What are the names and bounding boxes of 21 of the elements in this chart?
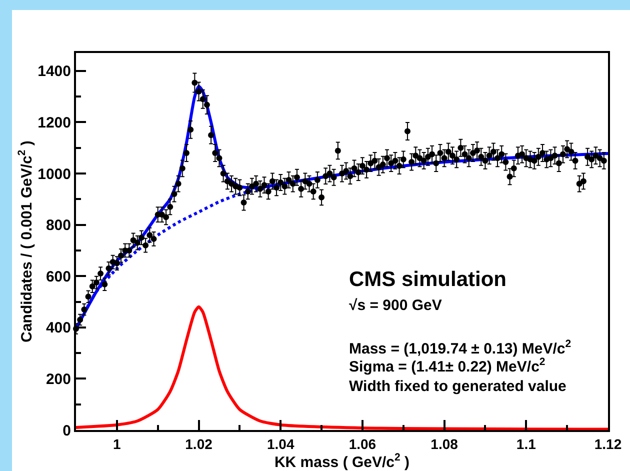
x-tick-label: 1.12	[594, 436, 622, 452]
x-tick-label: 1	[113, 436, 122, 452]
y-tick-label: 1000	[38, 166, 71, 183]
y-tick-label: 800	[46, 217, 71, 234]
x-tick-label: 1.04	[266, 436, 294, 452]
annotation: CMS simulation	[349, 268, 507, 291]
x-tick-label: 1.1	[516, 436, 536, 452]
y-tick-label: 600	[46, 268, 71, 286]
x-tick-label: 1.08	[430, 436, 458, 452]
x-tick-label: 1.06	[348, 436, 376, 452]
y-tick-label: 0	[62, 422, 71, 440]
annotation: Width fixed to generated value	[349, 378, 566, 395]
x-axis-title: KK mass ( GeV/c$^{2}$ )	[274, 452, 410, 471]
annotation: Sigma = (1.41± 0.22) MeV/c$^{2}$	[349, 356, 546, 376]
y-tick-label: 1200	[38, 114, 71, 132]
y-tick-label: 400	[46, 320, 71, 337]
x-tick-label: 1.02	[185, 436, 213, 452]
y-tick-label: 1400	[38, 63, 71, 80]
annotation: Mass = (1,019.74 ± 0.13) MeV/c$^{2}$	[349, 338, 572, 358]
y-tick-label: 200	[46, 370, 71, 388]
annotation: √s = 900 GeV	[349, 297, 442, 314]
